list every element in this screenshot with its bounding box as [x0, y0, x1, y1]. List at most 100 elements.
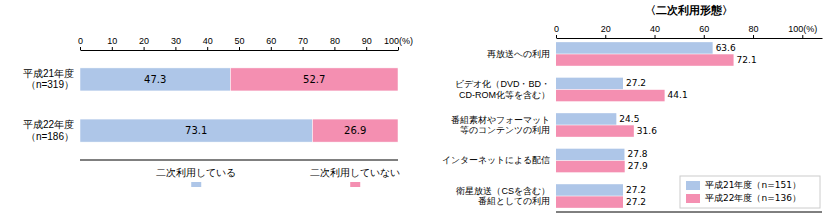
- bar: [556, 149, 624, 161]
- y-tick-label: 再放送への利用: [487, 49, 550, 59]
- x-tick-mark: [112, 47, 113, 50]
- y-axis: 平成21年度（n=319） 平成22年度（n=186）: [23, 68, 74, 142]
- x-tick-mark: [753, 35, 754, 38]
- y-tick-line: 番組素材やフォーマット: [451, 115, 550, 125]
- data-labels: 47.3 52.7 73.1 26.9: [144, 74, 366, 136]
- x-tick-label: 40: [203, 36, 213, 46]
- bar: [556, 125, 634, 137]
- y-tick-line: 等のコンテンツの利用: [460, 125, 550, 135]
- x-axis: 0102030405060708090100(%): [78, 36, 413, 51]
- y-tick-line: （n=186）: [26, 131, 74, 142]
- data-label: 72.1: [737, 55, 757, 65]
- x-tick-mark: [80, 47, 81, 50]
- x-tick: 100(%): [788, 24, 817, 38]
- x-tick: 60: [699, 24, 709, 38]
- x-tick-label: 20: [139, 36, 149, 46]
- x-tick-mark: [175, 47, 176, 50]
- x-tick: 80: [749, 24, 759, 38]
- x-tick: 50: [234, 36, 244, 50]
- y-tick-label: 平成22年度（n=186）: [23, 119, 74, 142]
- y-tick-line: ビデオ化（DVD・BD・: [455, 79, 550, 89]
- legend: 平成21年度（n=151） 平成22年度（n=136）: [680, 176, 820, 208]
- bar: [556, 196, 623, 208]
- x-tick-label: 0: [78, 36, 83, 46]
- y-tick-line: インターネットによる配信: [442, 155, 550, 165]
- data-label: 31.6: [637, 126, 657, 136]
- legend-swatch: [686, 194, 700, 203]
- y-tick-line: 平成21年度: [23, 68, 74, 79]
- y-tick: 番組素材やフォーマット等のコンテンツの利用: [451, 115, 550, 135]
- x-tick-mark: [303, 47, 304, 50]
- x-tick-mark: [802, 35, 803, 38]
- y-tick: ビデオ化（DVD・BD・CD-ROM化等を含む）: [455, 79, 550, 99]
- x-tick-mark: [605, 35, 606, 38]
- x-tick-label: 90: [362, 36, 372, 46]
- x-tick-label: 60: [699, 24, 709, 34]
- x-tick: 20: [139, 36, 149, 50]
- data-label: 52.7: [303, 74, 325, 85]
- data-label: 63.6: [716, 43, 736, 53]
- bars: [80, 68, 398, 142]
- legend-label: 平成22年度（n=136）: [705, 193, 801, 203]
- data-label: 27.2: [626, 78, 646, 88]
- legend-swatch: [686, 181, 700, 190]
- bar: [556, 184, 623, 196]
- x-axis-line: [557, 38, 823, 39]
- x-tick-mark: [271, 47, 272, 50]
- data-label: 47.3: [144, 74, 166, 85]
- legend-label: 平成21年度（n=151）: [705, 180, 801, 190]
- x-tick: 40: [203, 36, 213, 50]
- legend-item: 平成22年度（n=136）: [686, 193, 801, 203]
- x-axis: 020406080100(%): [554, 24, 823, 39]
- x-tick: 30: [171, 36, 181, 50]
- x-tick-label: 60: [266, 36, 276, 46]
- x-tick-label: 70: [298, 36, 308, 46]
- y-tick-label: ビデオ化（DVD・BD・CD-ROM化等を含む）: [455, 79, 550, 99]
- x-tick-label: 100(%): [384, 36, 413, 46]
- legend-item: 平成21年度（n=151）: [686, 180, 801, 190]
- x-tick: 60: [266, 36, 276, 50]
- data-label: 27.9: [628, 161, 648, 171]
- legend-frame: [680, 176, 820, 208]
- data-label: 44.1: [668, 90, 688, 100]
- y-tick: 衛星放送（CSを含む）番組としての利用: [456, 186, 550, 206]
- x-tick-mark: [334, 47, 335, 50]
- x-tick: 100(%): [384, 36, 413, 50]
- bar: [312, 119, 398, 142]
- x-tick-label: 0: [554, 24, 559, 34]
- bar: [230, 68, 398, 91]
- data-label: 26.9: [344, 125, 366, 136]
- x-tick: 10: [107, 36, 117, 50]
- series-label: 二次利用している: [156, 167, 236, 178]
- x-axis-line: [81, 50, 399, 51]
- y-tick: 平成21年度（n=319）: [23, 68, 74, 91]
- data-label: 27.2: [626, 185, 646, 195]
- chart-1: 020406080100(%)再放送への利用ビデオ化（DVD・BD・CD-ROM…: [442, 4, 823, 212]
- y-tick-label: インターネットによる配信: [442, 155, 550, 165]
- y-tick-line: 番組としての利用: [478, 196, 550, 206]
- x-tick-label: 80: [749, 24, 759, 34]
- x-axis-frame: [80, 160, 398, 161]
- series-label: 二次利用していない: [310, 167, 400, 178]
- y-tick-line: （n=319）: [26, 79, 74, 90]
- x-axis-frame: [556, 212, 822, 213]
- x-tick: 90: [362, 36, 372, 50]
- series-swatch: [191, 182, 201, 187]
- x-tick: 0: [78, 36, 83, 50]
- x-tick-label: 40: [650, 24, 660, 34]
- chart-0: 0102030405060708090100(%)平成21年度（n=319）平成…: [23, 36, 413, 187]
- bar: [556, 113, 616, 125]
- chart-title: 〈二次利用形態〉: [645, 4, 733, 17]
- data-label: 73.1: [185, 125, 207, 136]
- x-tick-mark: [655, 35, 656, 38]
- x-tick-mark: [398, 47, 399, 50]
- bar: [556, 90, 665, 102]
- x-tick: 40: [650, 24, 660, 38]
- bar: [80, 119, 312, 142]
- y-tick-label: 番組素材やフォーマット等のコンテンツの利用: [451, 115, 550, 135]
- x-tick-mark: [144, 47, 145, 50]
- y-tick-label: 衛星放送（CSを含む）番組としての利用: [456, 186, 550, 206]
- data-label: 24.5: [619, 114, 639, 124]
- x-tick-mark: [704, 35, 705, 38]
- y-tick-label: 平成21年度（n=319）: [23, 68, 74, 91]
